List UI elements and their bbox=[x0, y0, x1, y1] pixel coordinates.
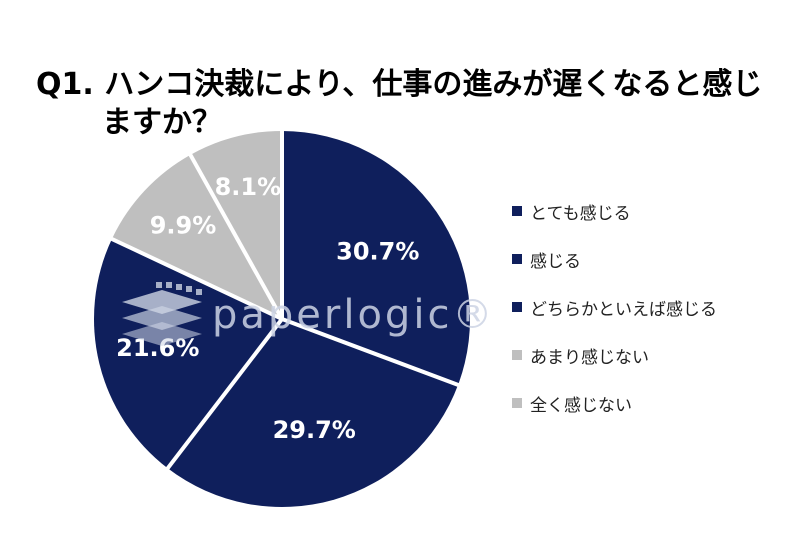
legend-swatch-very-much bbox=[512, 206, 522, 216]
legend-item-very-much: とても感じる bbox=[512, 198, 717, 224]
legend-label-feel: 感じる bbox=[530, 251, 581, 272]
pie-slice-very-much bbox=[282, 131, 470, 385]
legend-item-not-much: あまり感じない bbox=[512, 342, 717, 368]
legend-label-not-at-all: 全く感じない bbox=[530, 395, 632, 416]
legend-swatch-feel bbox=[512, 254, 522, 264]
legend-swatch-somewhat bbox=[512, 302, 522, 312]
pie-divider-feel bbox=[281, 317, 460, 388]
chart-legend: とても感じる 感じる どちらかといえば感じる あまり感じない 全く感じない bbox=[512, 198, 717, 438]
pie-label-not-at-all: 8.1% bbox=[215, 173, 282, 201]
legend-item-not-at-all: 全く感じない bbox=[512, 390, 717, 416]
pie-label-somewhat: 21.6% bbox=[116, 334, 199, 362]
pie-label-not-much: 9.9% bbox=[150, 212, 217, 240]
legend-swatch-not-at-all bbox=[512, 398, 522, 408]
pie-label-feel: 29.7% bbox=[273, 416, 356, 444]
pie-divider-not-much bbox=[110, 236, 283, 321]
pie-slice-not-at-all bbox=[190, 131, 282, 319]
legend-label-very-much: とても感じる bbox=[530, 203, 631, 224]
pie-slice-feel bbox=[167, 319, 459, 507]
legend-label-not-much: あまり感じない bbox=[530, 347, 649, 368]
legend-item-somewhat: どちらかといえば感じる bbox=[512, 294, 717, 320]
pie-divider-somewhat bbox=[165, 317, 284, 471]
pie-divider-not-at-all bbox=[188, 152, 284, 320]
chart-title: Q1. ハンコ決裁により、仕事の進みが遅くなると感じ ますか？ bbox=[36, 66, 776, 142]
pie-label-very-much: 30.7% bbox=[336, 238, 419, 266]
pie-slice-not-much bbox=[111, 154, 282, 319]
chart-title-line-1: Q1. ハンコ決裁により、仕事の進みが遅くなると感じ bbox=[36, 67, 763, 102]
chart-title-line-2: ますか？ bbox=[102, 105, 222, 140]
legend-swatch-not-much bbox=[512, 350, 522, 360]
legend-item-feel: 感じる bbox=[512, 246, 717, 272]
legend-label-somewhat: どちらかといえば感じる bbox=[530, 299, 717, 320]
